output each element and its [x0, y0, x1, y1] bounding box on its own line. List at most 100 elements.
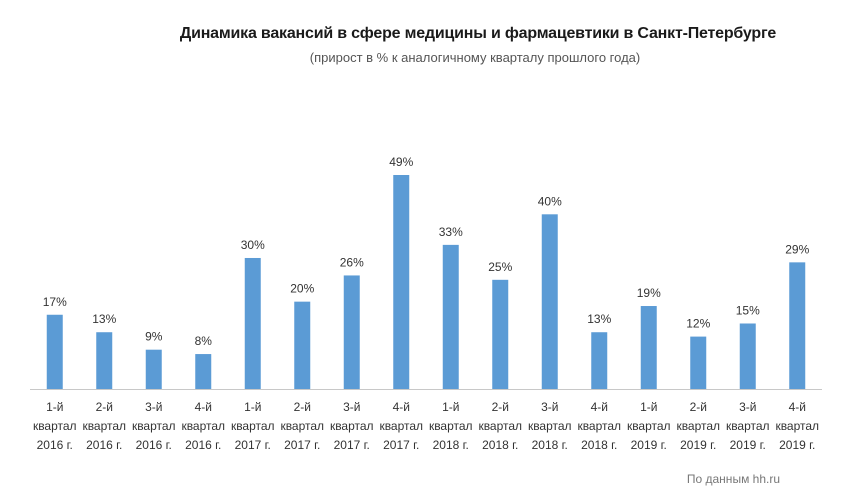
- x-tick-label-line: квартал: [726, 419, 770, 433]
- x-tick-label-line: 2018 г.: [532, 438, 568, 452]
- x-tick-label-line: 4-й: [195, 400, 212, 414]
- x-tick-label-line: 4-й: [789, 400, 806, 414]
- x-tick-label: 4-й квартал 2016 г.: [181, 400, 225, 452]
- x-tick-label-line: 2018 г.: [581, 438, 617, 452]
- data-label: 19%: [637, 286, 661, 300]
- chart-subtitle: (прирост в % к аналогичному кварталу про…: [309, 50, 641, 65]
- x-tick-label-line: 1-й: [46, 400, 63, 414]
- labels-group: 17% 1-й квартал 2016 г. 13% 2-й квартал 2016 г.…: [33, 155, 819, 452]
- x-tick-label-line: 2016 г.: [86, 438, 122, 452]
- data-label: 13%: [587, 312, 611, 326]
- x-tick-label-line: 2019 г.: [680, 438, 716, 452]
- data-label: 49%: [389, 155, 413, 169]
- bar: [244, 257, 261, 389]
- bar: [343, 275, 360, 389]
- x-tick-label-line: 2016 г.: [136, 438, 172, 452]
- x-tick-label-line: 2017 г.: [235, 438, 271, 452]
- x-tick-label: 2-й квартал 2018 г.: [478, 400, 522, 452]
- x-tick-label: 3-й квартал 2019 г.: [726, 400, 770, 452]
- x-tick-label-line: квартал: [577, 419, 621, 433]
- x-tick-label-line: 3-й: [739, 400, 756, 414]
- x-tick-label-line: квартал: [330, 419, 374, 433]
- data-label: 40%: [538, 194, 562, 208]
- data-label: 26%: [340, 255, 364, 269]
- data-label: 13%: [92, 312, 116, 326]
- bar: [145, 349, 162, 389]
- data-label: 30%: [241, 238, 265, 252]
- bar: [591, 332, 608, 389]
- x-tick-label-line: 4-й: [591, 400, 608, 414]
- data-label: 8%: [195, 334, 213, 348]
- x-tick-label-line: 2019 г.: [631, 438, 667, 452]
- x-tick-label-line: квартал: [280, 419, 324, 433]
- x-tick-label-line: 3-й: [541, 400, 558, 414]
- data-label: 17%: [43, 295, 67, 309]
- x-tick-label: 1-й квартал 2016 г.: [33, 400, 77, 452]
- x-tick-label: 4-й квартал 2017 г.: [379, 400, 423, 452]
- x-tick-label-line: квартал: [231, 419, 275, 433]
- data-label: 20%: [290, 282, 314, 296]
- x-tick-label: 2-й квартал 2017 г.: [280, 400, 324, 452]
- bar: [739, 323, 756, 389]
- x-tick-label-line: квартал: [627, 419, 671, 433]
- x-tick-label: 2-й квартал 2019 г.: [676, 400, 720, 452]
- bar: [393, 175, 410, 389]
- bar: [294, 301, 311, 389]
- x-tick-label-line: квартал: [775, 419, 819, 433]
- x-tick-label: 1-й квартал 2017 г.: [231, 400, 275, 452]
- x-tick-label-line: 2019 г.: [730, 438, 766, 452]
- x-tick-label: 1-й квартал 2019 г.: [627, 400, 671, 452]
- x-tick-label-line: 2-й: [96, 400, 113, 414]
- x-tick-label-line: квартал: [528, 419, 572, 433]
- x-tick-label-line: 2016 г.: [37, 438, 73, 452]
- x-tick-label-line: 1-й: [244, 400, 261, 414]
- x-tick-label-line: 2018 г.: [433, 438, 469, 452]
- x-tick-label-line: 4-й: [393, 400, 410, 414]
- x-tick-label-line: 1-й: [442, 400, 459, 414]
- x-tick-label-line: 2018 г.: [482, 438, 518, 452]
- x-tick-label-line: квартал: [181, 419, 225, 433]
- bar: [690, 336, 707, 389]
- bar: [640, 306, 657, 389]
- x-tick-label-line: 1-й: [640, 400, 657, 414]
- x-tick-label: 4-й квартал 2018 г.: [577, 400, 621, 452]
- x-tick-label-line: 3-й: [343, 400, 360, 414]
- x-tick-label: 3-й квартал 2016 г.: [132, 400, 176, 452]
- x-tick-label-line: квартал: [82, 419, 126, 433]
- x-tick-label: 2-й квартал 2016 г.: [82, 400, 126, 452]
- data-label: 33%: [439, 225, 463, 239]
- x-tick-label-line: 2017 г.: [284, 438, 320, 452]
- x-tick-label: 4-й квартал 2019 г.: [775, 400, 819, 452]
- bar: [195, 354, 212, 389]
- source-note: По данным hh.ru: [686, 472, 780, 486]
- x-tick-label: 3-й квартал 2018 г.: [528, 400, 572, 452]
- x-tick-label-line: 2-й: [492, 400, 509, 414]
- chart-title: Динамика вакансий в сфере медицины и фар…: [179, 25, 777, 42]
- x-tick-label-line: 2-й: [294, 400, 311, 414]
- x-tick-label-line: 3-й: [145, 400, 162, 414]
- bar: [789, 262, 806, 389]
- x-tick-label-line: 2019 г.: [779, 438, 815, 452]
- bar: [442, 244, 459, 389]
- data-label: 9%: [145, 330, 163, 344]
- bar: [492, 279, 509, 389]
- x-tick-label-line: 2017 г.: [334, 438, 370, 452]
- bars-group: [46, 175, 806, 389]
- x-tick-label-line: квартал: [379, 419, 423, 433]
- data-label: 15%: [736, 303, 760, 317]
- x-tick-label-line: квартал: [676, 419, 720, 433]
- bar: [541, 214, 558, 389]
- data-label: 12%: [686, 317, 710, 331]
- x-tick-label-line: 2016 г.: [185, 438, 221, 452]
- x-tick-label-line: 2017 г.: [383, 438, 419, 452]
- data-label: 25%: [488, 260, 512, 274]
- bar: [46, 314, 63, 389]
- x-tick-label-line: квартал: [33, 419, 77, 433]
- x-tick-label-line: 2-й: [690, 400, 707, 414]
- bar: [96, 332, 113, 389]
- x-tick-label-line: квартал: [429, 419, 473, 433]
- data-label: 29%: [785, 242, 809, 256]
- x-tick-label-line: квартал: [132, 419, 176, 433]
- x-tick-label-line: квартал: [478, 419, 522, 433]
